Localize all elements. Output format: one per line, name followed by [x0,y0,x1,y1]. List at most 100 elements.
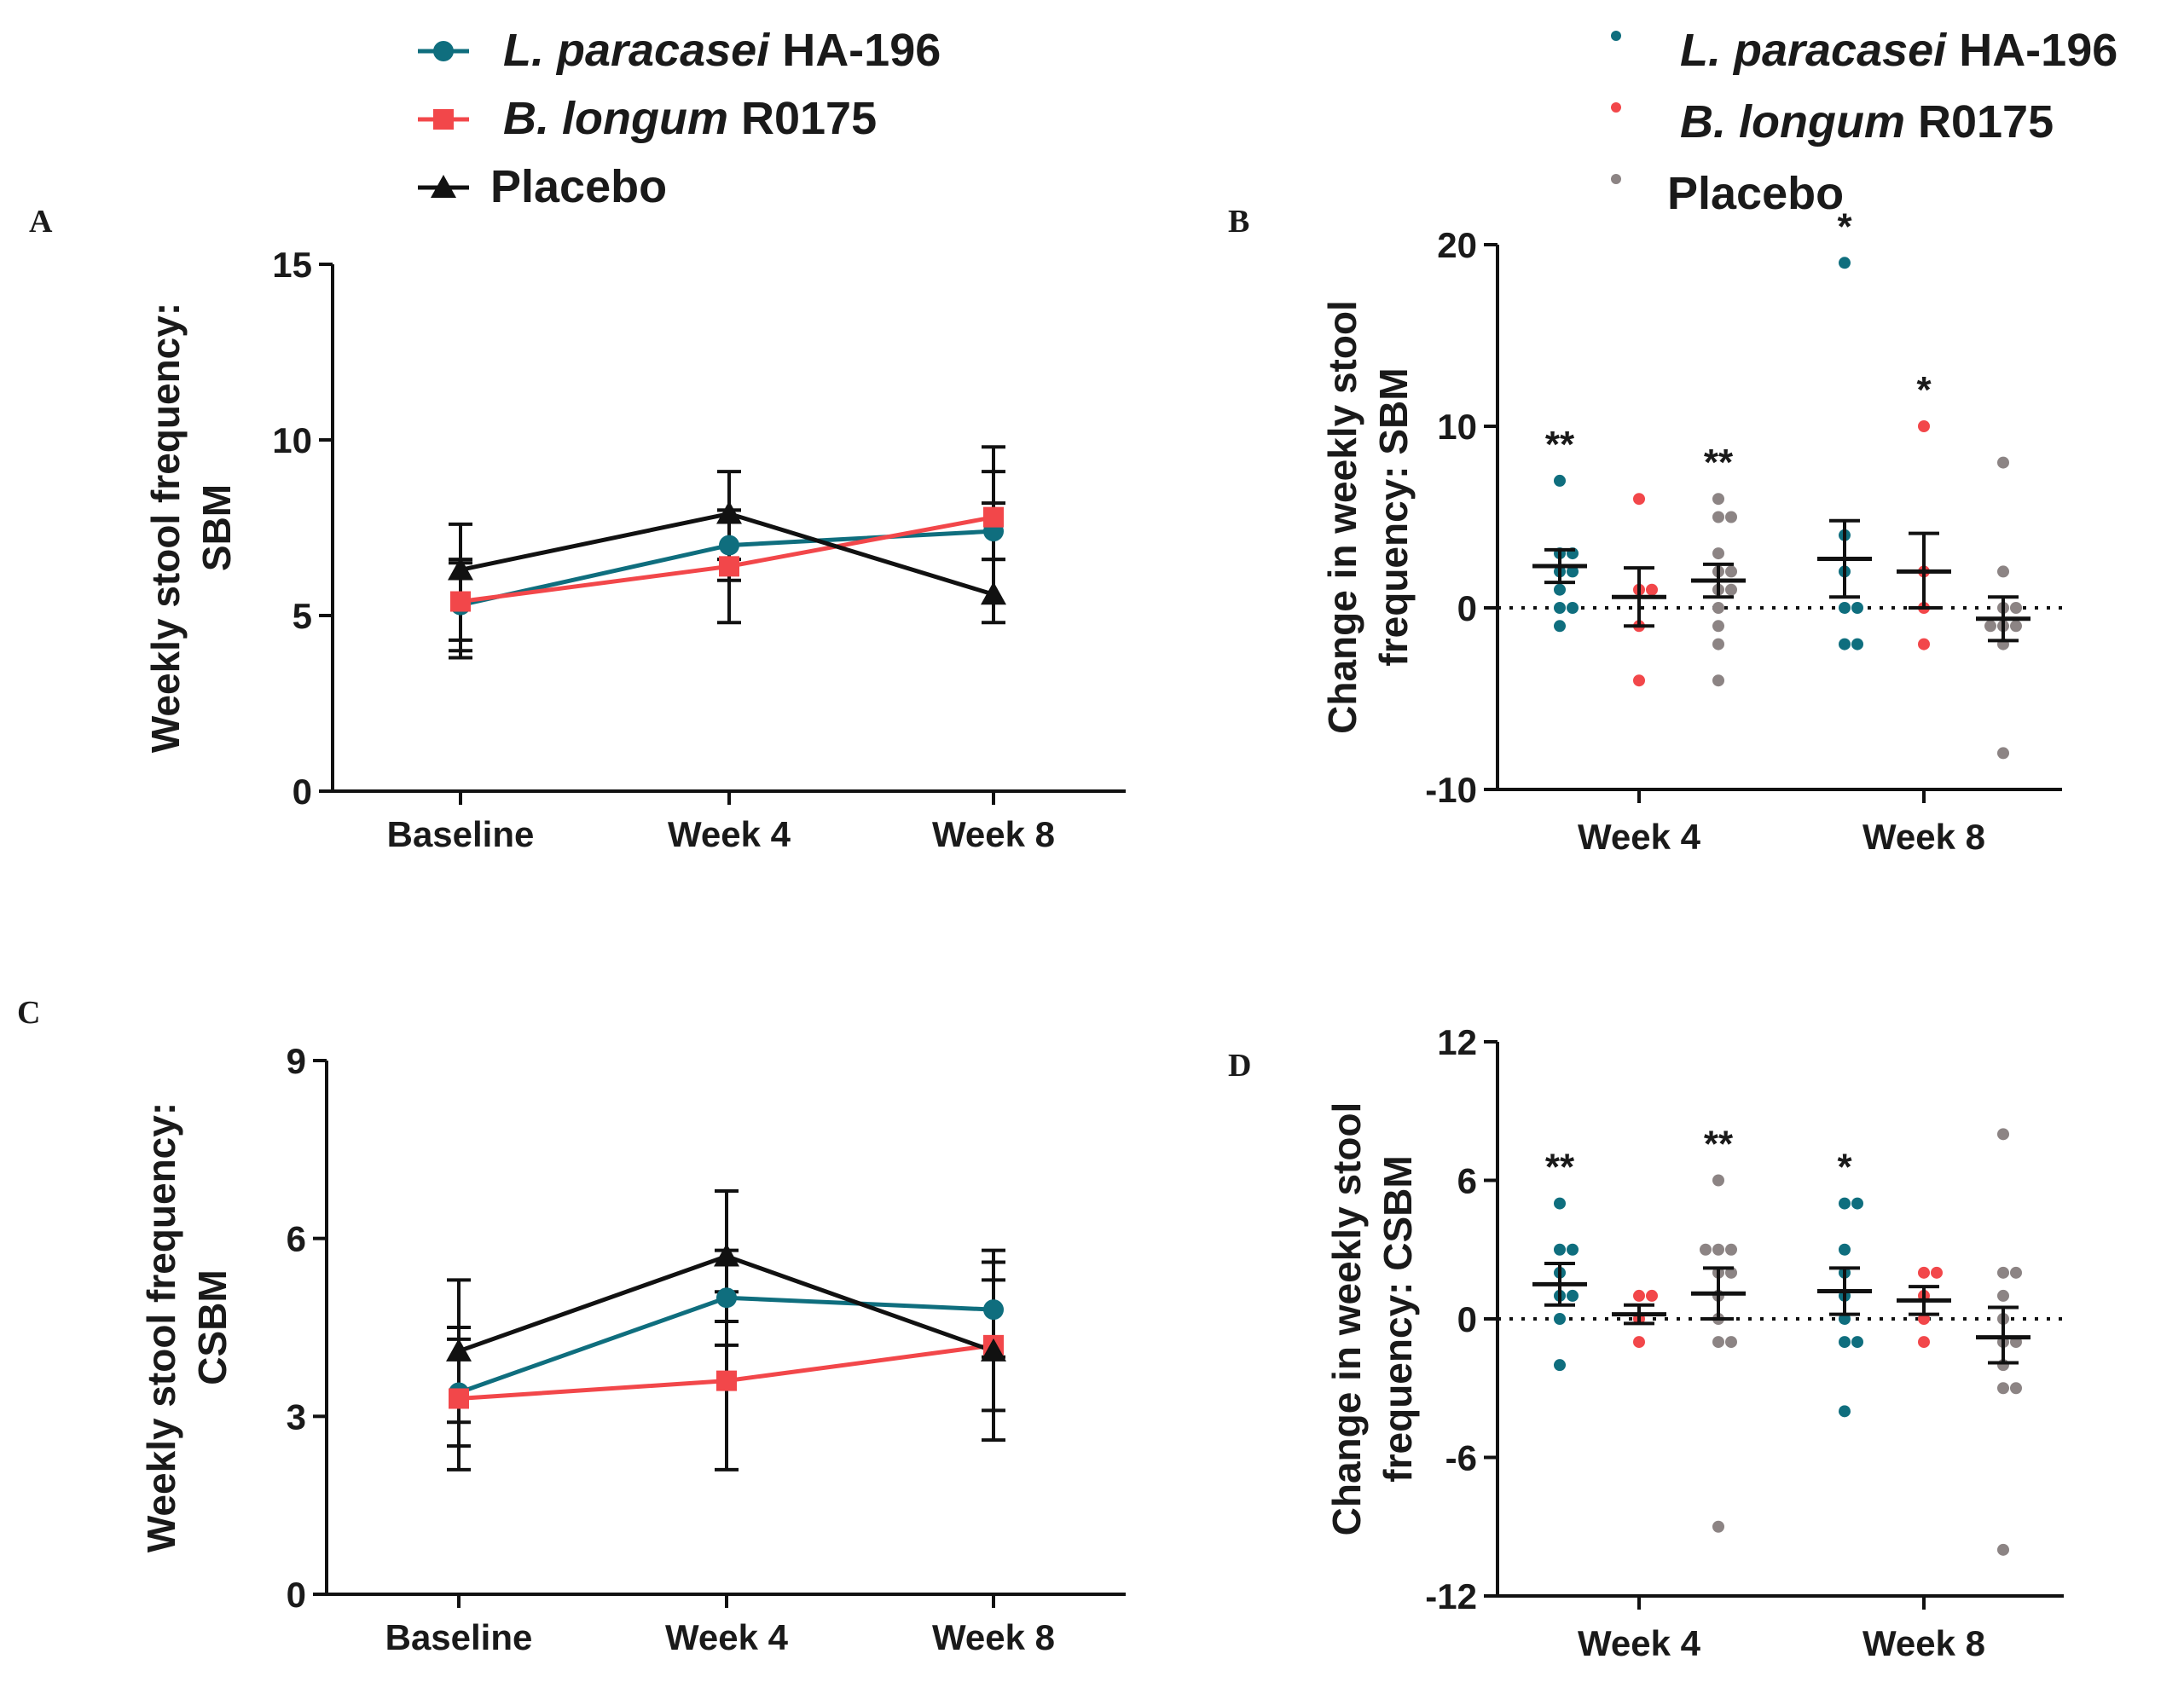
legend-dot-label-1: B. longum R0175 [1680,96,2054,147]
panel-letter-c: C [17,995,40,1031]
y-tick-label: 15 [272,245,312,285]
data-dot [1554,1197,1566,1210]
panel-letter-d: D [1228,1048,1251,1084]
data-dot [1725,1336,1737,1349]
data-point-1 [716,1370,737,1391]
panel-a-sbm-line-chart: 0 5 10 15 Baseline Week 4 Week 8 Weekly stool f… [143,245,1126,854]
data-dot [1567,1289,1579,1302]
legend-dot-label-2-rest: Placebo [1667,168,1844,219]
y-tick-label: 0 [293,772,312,812]
data-dot [1725,511,1737,523]
data-dot [1633,493,1645,506]
data-dot [1997,1266,2009,1279]
x-tick-label: Week 4 [665,1617,789,1657]
data-dot [1997,1382,2009,1395]
data-dot [1712,1336,1724,1349]
data-dot [1554,1359,1566,1372]
data-point-1 [983,506,1004,528]
significance-marker: ** [1704,1124,1734,1165]
x-tick-label: Week 4 [1578,1623,1701,1663]
data-dot [1633,674,1645,687]
significance-marker: ** [1545,424,1575,465]
legend-dot-label-0-italic: L. paracasei [1680,25,1947,76]
mean-sem-bar [1976,1305,2030,1365]
panel-letter-a: A [29,204,53,240]
panel-c-csbm-line-chart: 0 3 6 9 Baseline Week 4 Week 8 Weekly stool fre… [139,1041,1126,1657]
mean-sem-bar [1612,1303,1666,1326]
legend-line-label-2-rest: Placebo [490,161,667,212]
data-dot [1984,620,1996,633]
legend-line-label-0-italic: L. paracasei [503,25,770,76]
data-dot [1839,1336,1851,1349]
data-point-0 [719,535,739,556]
y-axis-label: frequency: SBM [1371,367,1416,666]
legend-dot-label-1-italic: B. longum [1680,96,1905,147]
data-dot [1554,620,1566,633]
data-point-0 [983,1299,1004,1321]
data-dot [1997,565,2009,578]
data-dot [1918,1336,1930,1349]
legend-dot-swatch-0 [1611,31,1621,41]
mean-sem-bar [1976,595,2030,643]
y-axis-label: Weekly stool frequency: [143,303,188,753]
legend-dot-swatch-2 [1611,174,1621,184]
significance-marker: * [1837,1147,1852,1188]
y-axis-label: SBM [194,484,239,571]
y-tick-label: 6 [1457,1161,1477,1201]
data-dot [1851,1197,1863,1210]
y-tick-label: 6 [287,1219,306,1259]
data-dot [1633,1336,1645,1349]
data-dot [1918,420,1930,432]
mean-sem-bar [1612,566,1666,628]
legend-dot-label-0: L. paracasei HA-196 [1680,25,2117,76]
mean-sem-bar [1897,1285,1951,1316]
data-dot [1851,1336,1863,1349]
data-point-2 [981,581,1006,605]
mean-sem-bar [1532,547,1587,585]
y-tick-label: -10 [1425,770,1477,810]
y-axis-label: CSBM [190,1269,235,1385]
data-dot [1997,1289,2009,1302]
error-bar [449,522,472,660]
data-dot [1712,547,1724,560]
data-dot [1918,638,1930,650]
y-tick-label: 12 [1437,1022,1477,1062]
y-axis-label: Change in weekly stool [1320,300,1364,734]
significance-marker: * [1916,369,1932,411]
x-tick-label: Baseline [385,1617,533,1657]
x-tick-label: Week 4 [1578,817,1701,857]
x-tick-label: Week 8 [932,1617,1055,1657]
legend-line-label-0: L. paracasei HA-196 [503,25,941,76]
mean-sem-bar [1532,1262,1587,1307]
data-dot [1633,1289,1645,1302]
data-dot [1997,1543,2009,1556]
data-dot [1554,583,1566,596]
y-tick-label: 3 [287,1396,306,1437]
data-point-2 [981,1338,1006,1362]
y-tick-label: 9 [287,1041,306,1081]
data-dot [1931,1266,1943,1279]
legend-line-label-1: B. longum R0175 [503,93,877,144]
x-tick-label: Week 8 [932,814,1055,854]
mean-sem-bar [1897,531,1951,610]
legend-line-marker-0 [433,41,454,61]
x-tick-label: Baseline [387,814,535,854]
x-tick-label: Week 8 [1862,817,1985,857]
legend-line-label-1-rest: R0175 [728,93,877,144]
legend-lines: L. paracasei HA-196 B. longum R0175 Placeb… [418,25,941,212]
y-tick-label: 0 [1457,1299,1477,1339]
data-dot [1712,1243,1724,1256]
data-dot [1839,1405,1851,1418]
data-point-1 [450,591,471,612]
legend-dot-swatch-1 [1611,102,1621,113]
data-dot [1851,638,1863,650]
y-tick-label: 10 [1437,407,1477,447]
panel-b-sbm-change-scatter: -10 0 10 20 Week 4 Week 8 Change in weekly sto… [1320,205,2062,857]
data-dot [1725,1243,1737,1256]
data-dot [1554,1313,1566,1325]
data-dot [1646,1289,1658,1302]
legend-line-marker-2 [431,175,456,198]
data-point-2 [714,1243,739,1267]
panel-d-csbm-change-scatter: -12 -6 0 6 12 Week 4 Week 8 Change in weekly st… [1324,1022,2064,1663]
